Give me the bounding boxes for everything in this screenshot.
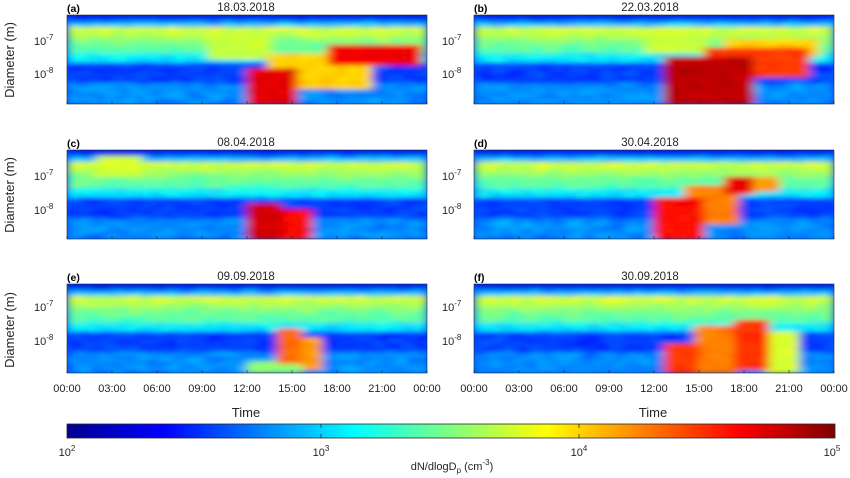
heatmap-cells bbox=[67, 284, 427, 373]
x-tick-label: 03:00 bbox=[98, 383, 126, 395]
y-tick-label: 10-8 bbox=[442, 202, 462, 217]
panel-a-title: 18.03.2018 bbox=[217, 2, 275, 14]
heatmap-clip bbox=[474, 150, 834, 239]
y-ticks-right: 10-7 10-8 10-7 10-8 10-7 10-8 bbox=[442, 33, 462, 348]
x-axis-label-right: Time bbox=[639, 405, 667, 420]
x-axis-label-left: Time bbox=[232, 405, 260, 420]
panel-e-heatmap bbox=[66, 283, 428, 374]
heatmap-cells bbox=[474, 284, 834, 373]
y-tick-label: 10-8 bbox=[442, 66, 462, 81]
y-axis-label-row3: Diameter (m) bbox=[2, 292, 17, 368]
x-ticks-left: 00:00 03:00 06:00 09:00 12:00 15:00 18:00 21:00… bbox=[53, 383, 441, 395]
colorbar-tick-label: 102 bbox=[59, 444, 76, 459]
x-tick-label: 12:00 bbox=[233, 383, 261, 395]
colorbar-tick-label: 104 bbox=[571, 444, 588, 459]
heatmap-clip bbox=[474, 15, 834, 104]
y-tick-label: 10-8 bbox=[34, 333, 54, 348]
heatmap-cells bbox=[474, 15, 834, 104]
y-tick-label: 10-7 bbox=[34, 299, 54, 314]
y-tick-label: 10-7 bbox=[442, 33, 462, 48]
y-axis-label-row2: Diameter (m) bbox=[2, 157, 17, 233]
y-axis-label-row1: Diameter (m) bbox=[2, 22, 17, 98]
x-tick-label: 00:00 bbox=[53, 383, 81, 395]
heatmap-clip bbox=[67, 15, 427, 104]
x-tick-label: 12:00 bbox=[640, 383, 668, 395]
panel-b-title: 22.03.2018 bbox=[621, 2, 679, 14]
x-tick-label: 09:00 bbox=[595, 383, 623, 395]
colorbar-ticks bbox=[320, 424, 580, 438]
colorbar-tick-label: 103 bbox=[313, 444, 330, 459]
y-tick-label: 10-8 bbox=[34, 202, 54, 217]
x-tick-label: 06:00 bbox=[143, 383, 171, 395]
panel-a-heatmap bbox=[66, 14, 428, 105]
panel-e-title: 09.09.2018 bbox=[217, 271, 275, 283]
panel-d-label: (d) bbox=[474, 138, 487, 150]
y-tick-label: 10-8 bbox=[442, 333, 462, 348]
x-tick-label: 21:00 bbox=[368, 383, 396, 395]
x-tick-label: 09:00 bbox=[188, 383, 216, 395]
x-tick-label: 15:00 bbox=[685, 383, 713, 395]
panel-f-title: 30.09.2018 bbox=[621, 271, 679, 283]
x-tick-label: 21:00 bbox=[775, 383, 803, 395]
panel-d-title: 30.04.2018 bbox=[621, 137, 679, 149]
x-tick-label: 18:00 bbox=[323, 383, 351, 395]
x-ticks-right: 00:00 03:00 06:00 09:00 12:00 15:00 18:00 21:00… bbox=[460, 383, 848, 395]
colorbar bbox=[66, 423, 836, 439]
heatmap-clip bbox=[67, 150, 427, 239]
panel-c-label: (c) bbox=[67, 138, 80, 150]
colorbar-label: dN/dlogDp (cm-3) bbox=[411, 458, 494, 475]
x-tick-label: 18:00 bbox=[730, 383, 758, 395]
panel-c-heatmap bbox=[66, 149, 428, 240]
x-tick-label: 06:00 bbox=[550, 383, 578, 395]
heatmap-clip bbox=[474, 284, 834, 373]
x-tick-label: 03:00 bbox=[505, 383, 533, 395]
y-tick-label: 10-7 bbox=[34, 168, 54, 183]
panel-d-heatmap bbox=[473, 149, 835, 240]
y-tick-label: 10-7 bbox=[442, 299, 462, 314]
panel-e-label: (e) bbox=[67, 272, 80, 284]
x-tick-label: 00:00 bbox=[413, 383, 441, 395]
heatmap-clip bbox=[67, 284, 427, 373]
panel-a-label: (a) bbox=[67, 3, 80, 15]
panel-c-title: 08.04.2018 bbox=[217, 137, 275, 149]
panel-f-label: (f) bbox=[474, 272, 485, 284]
y-tick-label: 10-7 bbox=[442, 168, 462, 183]
colorbar-tick-label: 105 bbox=[824, 444, 841, 459]
x-tick-label: 15:00 bbox=[278, 383, 306, 395]
heatmap-cells bbox=[474, 150, 834, 239]
x-tick-label: 00:00 bbox=[460, 383, 488, 395]
x-tick-label: 00:00 bbox=[820, 383, 848, 395]
panel-b-label: (b) bbox=[474, 3, 487, 15]
panel-b-heatmap bbox=[473, 14, 835, 105]
y-ticks-left: 10-7 10-8 10-7 10-8 10-7 10-8 bbox=[34, 33, 54, 348]
heatmap-cells bbox=[67, 15, 427, 104]
y-tick-label: 10-7 bbox=[34, 33, 54, 48]
panel-f-heatmap bbox=[473, 283, 835, 374]
y-tick-label: 10-8 bbox=[34, 66, 54, 81]
heatmap-cells bbox=[67, 150, 427, 239]
